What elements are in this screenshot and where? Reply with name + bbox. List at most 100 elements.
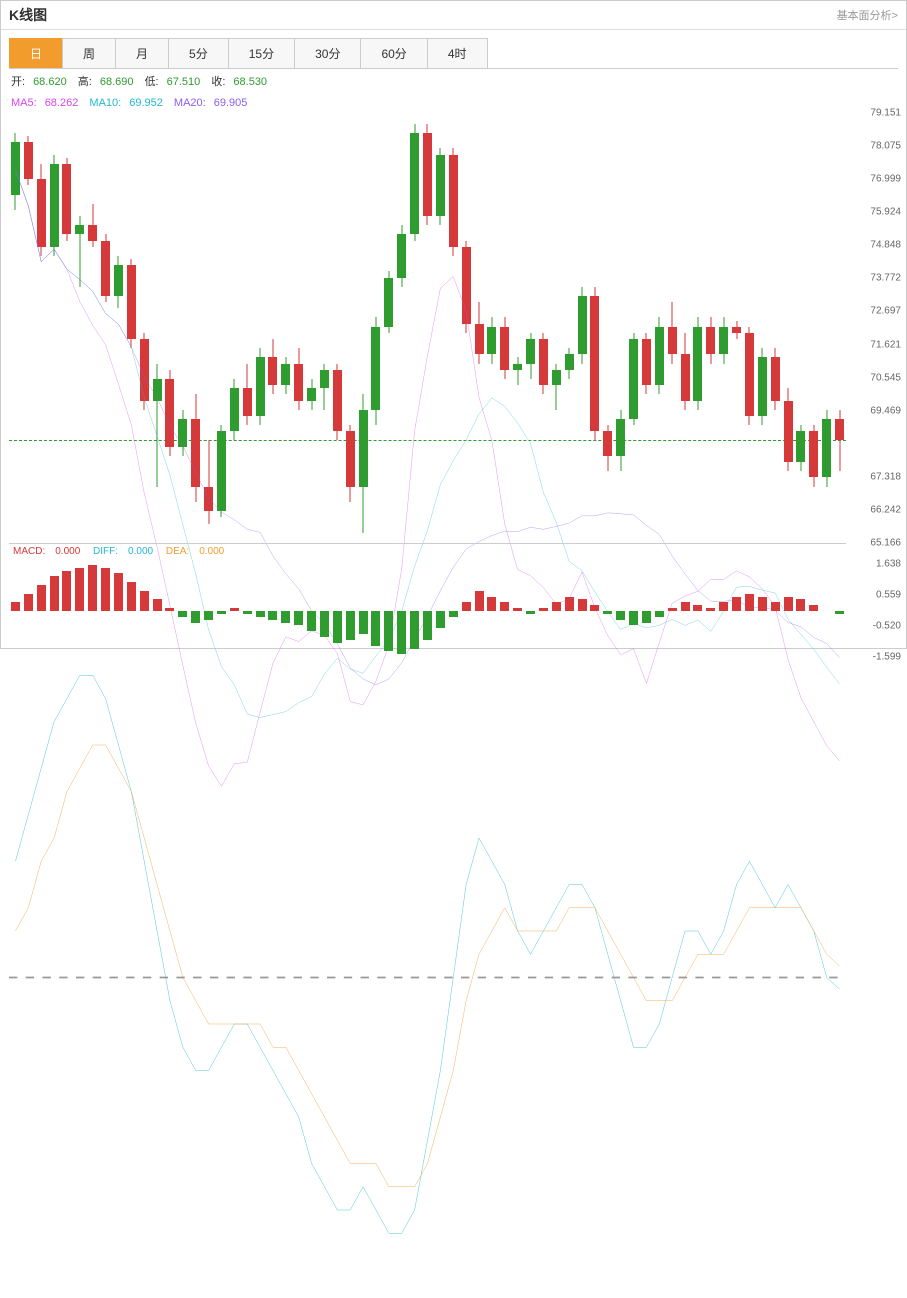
macd-tick: 1.638 xyxy=(876,558,901,569)
macd-bar xyxy=(50,576,59,611)
ma10-value: 69.952 xyxy=(129,97,163,109)
candle xyxy=(706,113,715,543)
tab-60分[interactable]: 60分 xyxy=(360,38,427,68)
tab-4时[interactable]: 4时 xyxy=(427,38,488,68)
macd-bar xyxy=(578,599,587,611)
price-tick: 71.621 xyxy=(870,339,901,350)
macd-bar xyxy=(75,568,84,611)
price-tick: 65.166 xyxy=(870,538,901,549)
price-tick: 75.924 xyxy=(870,207,901,218)
macd-bar xyxy=(552,602,561,611)
candle xyxy=(243,113,252,543)
candle xyxy=(603,113,612,543)
dea-value: 0.000 xyxy=(199,546,224,557)
price-tick: 67.318 xyxy=(870,471,901,482)
macd-bar xyxy=(745,594,754,611)
macd-bar xyxy=(37,585,46,611)
macd-bar xyxy=(140,591,149,611)
candle xyxy=(75,113,84,543)
low-value: 67.510 xyxy=(167,76,201,88)
macd-bar xyxy=(449,611,458,617)
candle xyxy=(668,113,677,543)
macd-bar xyxy=(423,611,432,640)
ma20-label: MA20: xyxy=(174,97,206,109)
tab-周[interactable]: 周 xyxy=(62,38,116,68)
macd-bar xyxy=(603,611,612,614)
macd-bar xyxy=(294,611,303,625)
candlestick-chart[interactable]: 79.15178.07576.99975.92474.84873.77272.6… xyxy=(9,113,846,543)
macd-value: 0.000 xyxy=(55,546,80,557)
candle xyxy=(371,113,380,543)
macd-bar xyxy=(230,608,239,611)
candle xyxy=(24,113,33,543)
candle xyxy=(784,113,793,543)
high-value: 68.690 xyxy=(100,76,134,88)
candle xyxy=(140,113,149,543)
candle xyxy=(500,113,509,543)
macd-bar xyxy=(655,611,664,617)
macd-bar xyxy=(153,599,162,611)
candle xyxy=(114,113,123,543)
candle xyxy=(475,113,484,543)
price-tick: 73.772 xyxy=(870,273,901,284)
macd-bar xyxy=(371,611,380,646)
ma10-label: MA10: xyxy=(89,97,121,109)
candle xyxy=(281,113,290,543)
candle xyxy=(436,113,445,543)
candle xyxy=(50,113,59,543)
macd-bar xyxy=(268,611,277,620)
header: K线图 基本面分析> xyxy=(1,1,906,30)
macd-bar xyxy=(101,568,110,611)
macd-bar xyxy=(565,597,574,611)
candle xyxy=(359,113,368,543)
candle xyxy=(462,113,471,543)
close-label: 收: xyxy=(211,76,225,88)
price-tick: 79.151 xyxy=(870,108,901,119)
candle xyxy=(37,113,46,543)
close-value: 68.530 xyxy=(233,76,267,88)
diff-label: DIFF: xyxy=(93,546,118,557)
candle xyxy=(796,113,805,543)
ma-info: MA5:68.262 MA10:69.952 MA20:69.905 xyxy=(1,93,906,113)
macd-bar xyxy=(500,602,509,611)
price-tick: 66.242 xyxy=(870,504,901,515)
candle xyxy=(552,113,561,543)
price-axis: 79.15178.07576.99975.92474.84873.77272.6… xyxy=(851,113,901,543)
macd-info: MACD:0.000 DIFF:0.000 DEA:0.000 xyxy=(13,546,234,557)
candle xyxy=(101,113,110,543)
timeframe-tabs: 日周月5分15分30分60分4时 xyxy=(9,38,898,69)
candle xyxy=(681,113,690,543)
ma5-value: 68.262 xyxy=(45,97,79,109)
candle xyxy=(204,113,213,543)
tab-日[interactable]: 日 xyxy=(9,38,63,68)
tab-月[interactable]: 月 xyxy=(115,38,169,68)
price-tick: 70.545 xyxy=(870,372,901,383)
candle xyxy=(693,113,702,543)
candle xyxy=(165,113,174,543)
fundamental-link[interactable]: 基本面分析> xyxy=(837,7,898,23)
macd-chart[interactable]: MACD:0.000 DIFF:0.000 DEA:0.000 1.6380.5… xyxy=(9,543,846,663)
candle xyxy=(449,113,458,543)
candle xyxy=(294,113,303,543)
macd-bar xyxy=(24,594,33,611)
macd-bar xyxy=(178,611,187,617)
tab-30分[interactable]: 30分 xyxy=(294,38,361,68)
diff-line xyxy=(15,675,839,1233)
tab-15分[interactable]: 15分 xyxy=(228,38,295,68)
candle xyxy=(732,113,741,543)
macd-bar xyxy=(796,599,805,611)
macd-bar xyxy=(307,611,316,631)
ma5-label: MA5: xyxy=(11,97,37,109)
macd-bar xyxy=(616,611,625,620)
candle xyxy=(346,113,355,543)
dea-label: DEA: xyxy=(166,546,189,557)
candle xyxy=(642,113,651,543)
macd-bar xyxy=(642,611,651,623)
macd-bar xyxy=(204,611,213,620)
macd-bar xyxy=(88,565,97,611)
diff-value: 0.000 xyxy=(128,546,153,557)
candle xyxy=(153,113,162,543)
tab-5分[interactable]: 5分 xyxy=(168,38,229,68)
macd-tick: -1.599 xyxy=(873,652,901,663)
price-tick: 76.999 xyxy=(870,174,901,185)
